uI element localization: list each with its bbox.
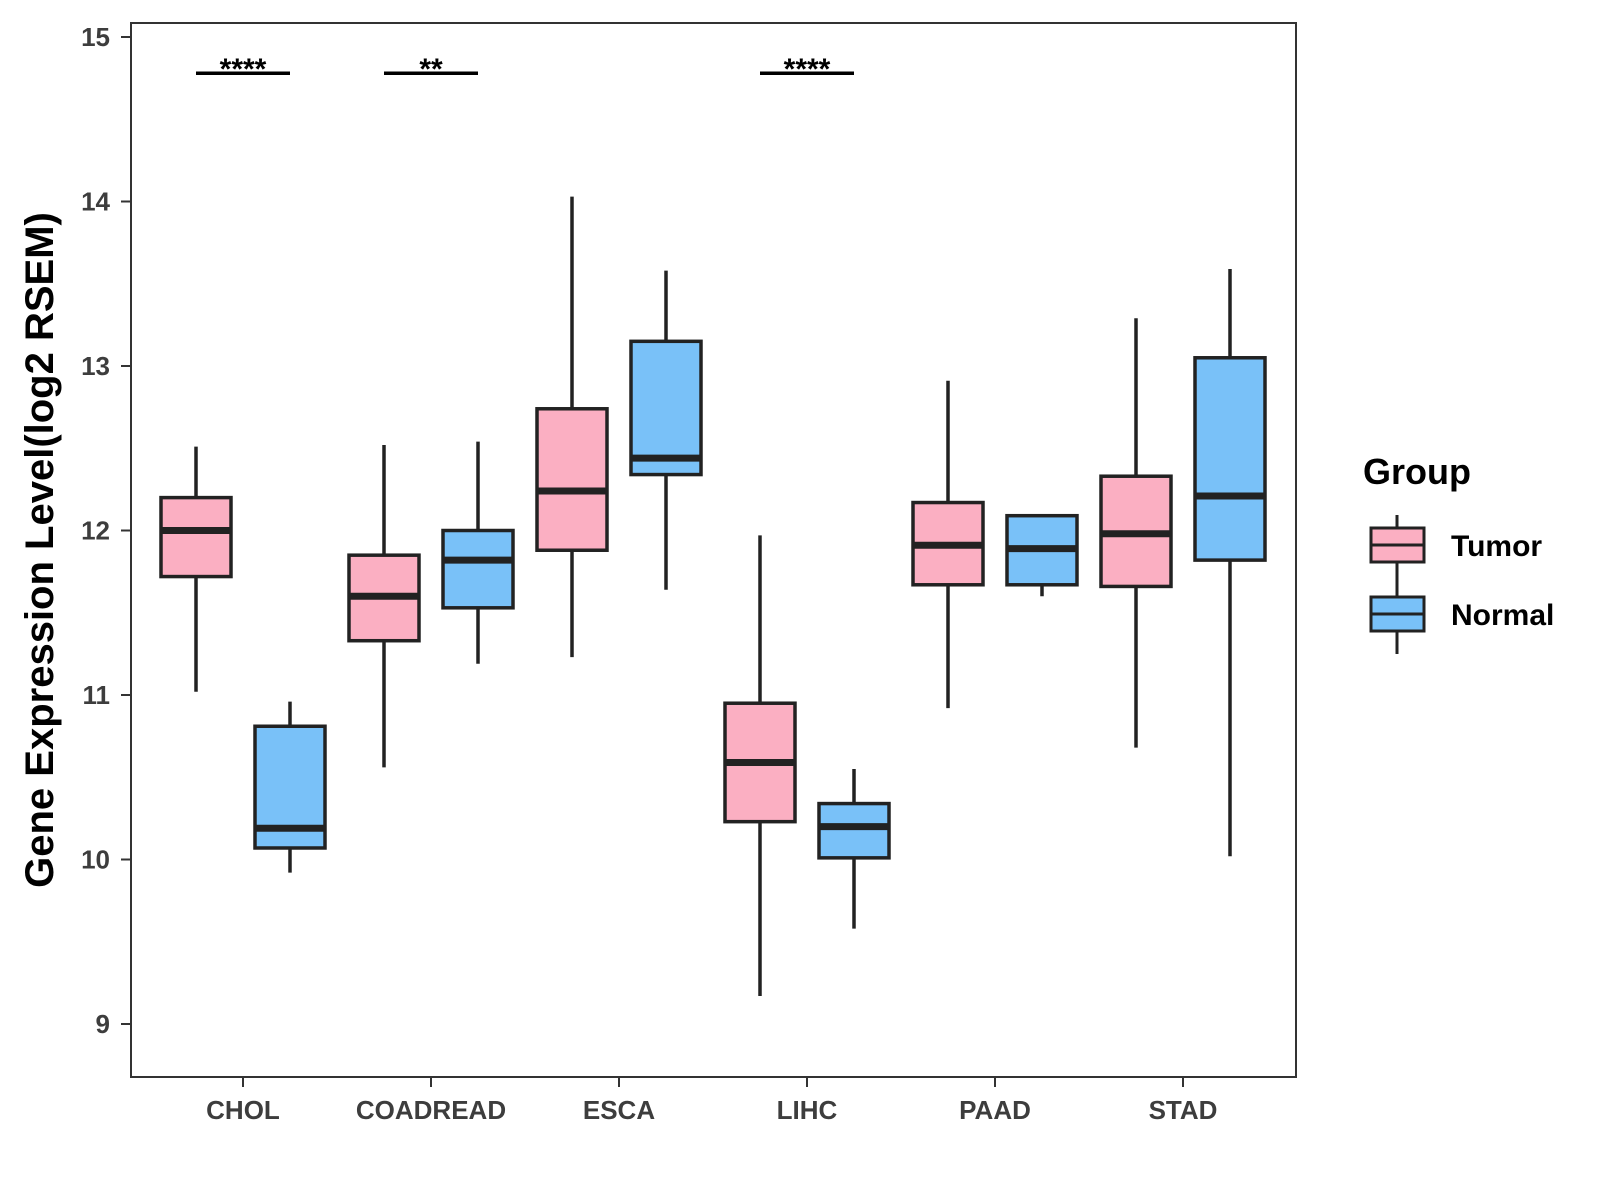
legend-label-normal: Normal — [1451, 599, 1554, 632]
x-tick-label-coadread: COADREAD — [356, 1095, 506, 1125]
y-axis-title: Gene Expression Level(log2 RSEM) — [18, 212, 62, 888]
y-tick-label-11: 11 — [83, 680, 111, 710]
y-tick-label-15: 15 — [81, 22, 110, 52]
box-tumor-esca — [535, 196, 609, 658]
box-normal-stad — [1193, 268, 1267, 857]
x-axis: CHOL COADREAD ESCA LIHC PAAD STAD — [206, 1077, 1217, 1125]
sig-label-chol: **** — [220, 53, 267, 86]
box-tumor-lihc — [723, 535, 797, 997]
legend-title: Group — [1363, 451, 1471, 492]
y-tick-label-14: 14 — [81, 187, 110, 217]
box-tumor-chol — [159, 446, 233, 692]
box-body-normal-esca — [629, 339, 703, 477]
x-tick-label-paad: PAAD — [959, 1095, 1031, 1125]
y-axis: 9 10 11 12 13 14 15 — [81, 22, 131, 1039]
sig-label-coadread: ** — [419, 53, 443, 86]
legend-label-tumor: Tumor — [1451, 530, 1542, 563]
box-normal-paad — [1005, 513, 1079, 597]
box-body-normal-coadread — [441, 528, 515, 610]
x-tick-label-chol: CHOL — [206, 1095, 280, 1125]
x-tick-label-esca: ESCA — [583, 1095, 655, 1125]
box-normal-esca — [629, 270, 703, 590]
box-normal-coadread — [441, 441, 515, 664]
box-tumor-stad — [1099, 318, 1173, 748]
box-body-normal-stad — [1193, 356, 1267, 562]
boxes-layer — [159, 196, 1267, 997]
box-normal-lihc — [817, 769, 891, 929]
x-tick-label-lihc: LIHC — [777, 1095, 838, 1125]
significance-annotations: **** ** **** — [196, 53, 854, 86]
y-tick-label-10: 10 — [81, 845, 110, 875]
y-tick-label-12: 12 — [81, 516, 110, 546]
box-tumor-coadread — [347, 444, 421, 768]
legend-item-tumor: Tumor — [1369, 515, 1542, 585]
x-tick-label-stad: STAD — [1149, 1095, 1218, 1125]
box-tumor-paad — [911, 380, 985, 709]
box-body-normal-lihc — [817, 801, 891, 860]
legend-item-normal: Normal — [1369, 584, 1554, 654]
box-body-tumor-esca — [535, 407, 609, 552]
box-normal-chol — [253, 701, 327, 873]
y-tick-label-13: 13 — [81, 351, 110, 381]
box-body-tumor-chol — [159, 495, 233, 579]
sig-label-lihc: **** — [784, 53, 831, 86]
y-tick-label-9: 9 — [96, 1009, 110, 1039]
legend: Group Tumor Normal — [1363, 451, 1554, 654]
